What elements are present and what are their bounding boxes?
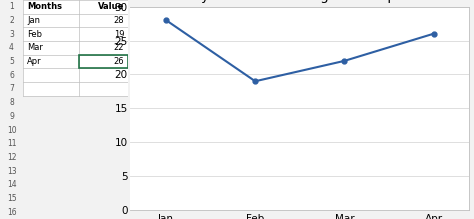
Text: Feb: Feb	[27, 30, 42, 39]
Title: Dynamic Chart Range - Example: Dynamic Chart Range - Example	[191, 0, 408, 3]
Text: 13: 13	[7, 167, 16, 176]
Text: Months: Months	[27, 2, 62, 11]
Text: 14: 14	[7, 180, 16, 189]
Text: 2: 2	[9, 16, 14, 25]
Text: 26: 26	[113, 57, 124, 66]
Text: 7: 7	[9, 85, 14, 94]
Text: 16: 16	[7, 208, 16, 217]
Text: 10: 10	[7, 125, 16, 134]
Text: 15: 15	[7, 194, 16, 203]
Text: Apr: Apr	[27, 57, 42, 66]
Text: 4: 4	[9, 43, 14, 52]
Text: 6: 6	[9, 71, 14, 80]
Text: 22: 22	[114, 43, 124, 52]
Text: 9: 9	[9, 112, 14, 121]
Text: Jan: Jan	[27, 16, 40, 25]
Text: 3: 3	[9, 30, 14, 39]
Text: 28: 28	[113, 16, 124, 25]
Bar	[79, 55, 128, 68]
Text: 11: 11	[7, 139, 16, 148]
Text: 1: 1	[9, 2, 14, 11]
Text: 19: 19	[114, 30, 124, 39]
Bar	[23, 0, 128, 96]
Text: Mar: Mar	[27, 43, 43, 52]
Text: Value: Value	[98, 2, 124, 11]
Text: 8: 8	[9, 98, 14, 107]
Text: 12: 12	[7, 153, 16, 162]
Text: 5: 5	[9, 57, 14, 66]
